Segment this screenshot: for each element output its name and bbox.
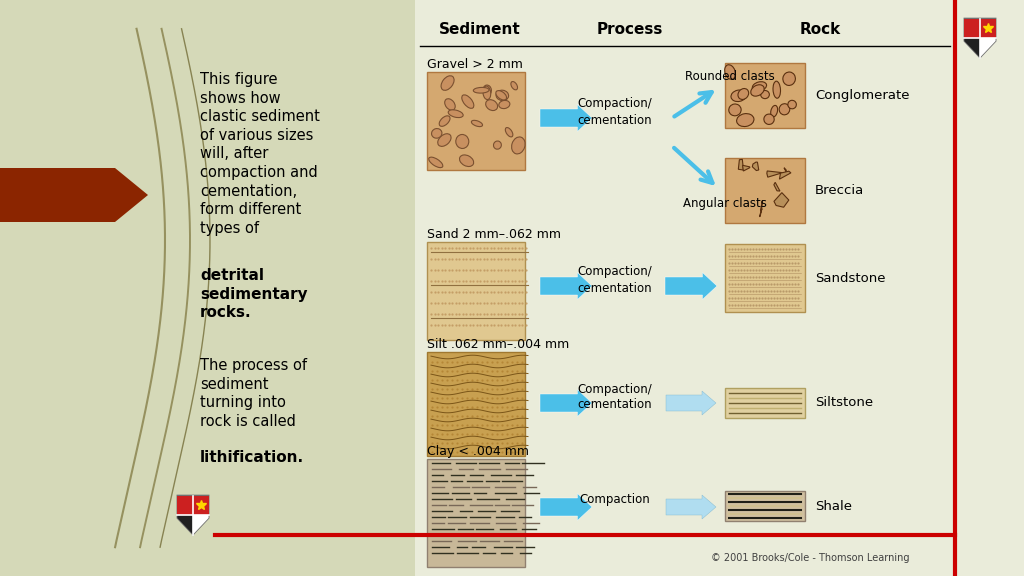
Polygon shape: [965, 18, 995, 58]
Ellipse shape: [511, 82, 517, 90]
Ellipse shape: [787, 100, 797, 109]
Ellipse shape: [731, 90, 746, 101]
Polygon shape: [774, 183, 780, 191]
Bar: [415, 0, 1024, 576]
Polygon shape: [774, 192, 788, 207]
Bar: [0, 0, 415, 576]
Ellipse shape: [764, 114, 774, 124]
Polygon shape: [761, 200, 763, 211]
Text: Process: Process: [597, 22, 664, 37]
Text: Compaction/
cementation: Compaction/ cementation: [578, 382, 652, 411]
Ellipse shape: [753, 82, 767, 91]
FancyArrow shape: [540, 104, 592, 131]
Text: Conglomerate: Conglomerate: [815, 89, 909, 101]
FancyArrow shape: [666, 391, 716, 415]
Polygon shape: [784, 168, 786, 172]
FancyArrow shape: [540, 494, 592, 521]
Bar: [725, 244, 805, 312]
Ellipse shape: [505, 127, 513, 137]
Ellipse shape: [441, 76, 454, 90]
Polygon shape: [965, 38, 980, 58]
Bar: [427, 72, 525, 170]
Text: The process of
sediment
turning into
rock is called: The process of sediment turning into roc…: [200, 358, 307, 429]
Ellipse shape: [738, 89, 749, 100]
Ellipse shape: [483, 86, 490, 100]
Bar: [725, 491, 805, 521]
Text: Silt .062 mm–.004 mm: Silt .062 mm–.004 mm: [427, 338, 569, 351]
Polygon shape: [177, 495, 209, 535]
FancyArrow shape: [666, 495, 716, 519]
Polygon shape: [738, 160, 743, 170]
Polygon shape: [767, 171, 782, 177]
Bar: [427, 352, 525, 456]
Text: © 2001 Brooks/Cole - Thomson Learning: © 2001 Brooks/Cole - Thomson Learning: [711, 553, 909, 563]
Ellipse shape: [773, 81, 780, 98]
Text: Clay < .004 mm: Clay < .004 mm: [427, 445, 529, 458]
Ellipse shape: [473, 88, 489, 93]
Polygon shape: [742, 165, 750, 171]
Polygon shape: [193, 515, 209, 535]
Ellipse shape: [494, 141, 502, 149]
Ellipse shape: [437, 134, 451, 146]
Bar: [427, 459, 525, 567]
Ellipse shape: [725, 65, 735, 79]
Ellipse shape: [761, 90, 769, 98]
Text: Compaction/
cementation: Compaction/ cementation: [578, 97, 652, 127]
Ellipse shape: [449, 110, 463, 118]
Polygon shape: [779, 171, 791, 179]
Polygon shape: [760, 209, 762, 217]
Ellipse shape: [736, 113, 754, 127]
Polygon shape: [980, 38, 995, 58]
Polygon shape: [753, 162, 759, 170]
Polygon shape: [0, 168, 148, 222]
Ellipse shape: [444, 98, 456, 110]
Text: Angular clasts: Angular clasts: [683, 196, 767, 210]
Bar: [427, 242, 525, 340]
Ellipse shape: [779, 104, 790, 115]
Bar: [725, 63, 805, 128]
Text: Breccia: Breccia: [815, 184, 864, 198]
Text: Compaction: Compaction: [580, 494, 650, 506]
Ellipse shape: [460, 155, 474, 166]
Ellipse shape: [783, 72, 796, 85]
Polygon shape: [177, 515, 193, 535]
Polygon shape: [193, 495, 209, 515]
Text: Gravel > 2 mm: Gravel > 2 mm: [427, 58, 523, 71]
Ellipse shape: [751, 85, 764, 96]
Text: Shale: Shale: [815, 499, 852, 513]
Ellipse shape: [771, 105, 777, 117]
Ellipse shape: [499, 100, 510, 109]
Text: lithification.: lithification.: [200, 450, 304, 465]
Text: This figure
shows how
clastic sediment
of various sizes
will, after
compaction a: This figure shows how clastic sediment o…: [200, 72, 319, 236]
Ellipse shape: [462, 95, 474, 108]
FancyArrow shape: [540, 272, 592, 300]
Polygon shape: [980, 18, 995, 38]
Ellipse shape: [496, 90, 507, 100]
Ellipse shape: [485, 100, 498, 111]
Ellipse shape: [512, 137, 525, 154]
Polygon shape: [965, 18, 980, 38]
Polygon shape: [177, 495, 193, 515]
Ellipse shape: [456, 134, 469, 149]
Text: Compaction/
cementation: Compaction/ cementation: [578, 266, 652, 294]
Text: Sandstone: Sandstone: [815, 271, 886, 285]
Text: Sediment: Sediment: [439, 22, 521, 37]
Text: Rock: Rock: [800, 22, 841, 37]
Text: detrital
sedimentary
rocks.: detrital sedimentary rocks.: [200, 268, 307, 320]
Text: Sand 2 mm–.062 mm: Sand 2 mm–.062 mm: [427, 228, 561, 241]
Text: Siltstone: Siltstone: [815, 396, 873, 410]
Ellipse shape: [729, 104, 741, 116]
Ellipse shape: [471, 120, 482, 127]
FancyArrow shape: [665, 272, 717, 300]
Bar: [725, 158, 805, 223]
Text: Rounded clasts: Rounded clasts: [685, 70, 775, 82]
Ellipse shape: [483, 85, 492, 95]
Ellipse shape: [439, 116, 450, 126]
FancyArrow shape: [540, 389, 592, 416]
Ellipse shape: [496, 90, 509, 101]
Ellipse shape: [429, 157, 442, 168]
Bar: [725, 388, 805, 418]
Ellipse shape: [431, 128, 442, 138]
